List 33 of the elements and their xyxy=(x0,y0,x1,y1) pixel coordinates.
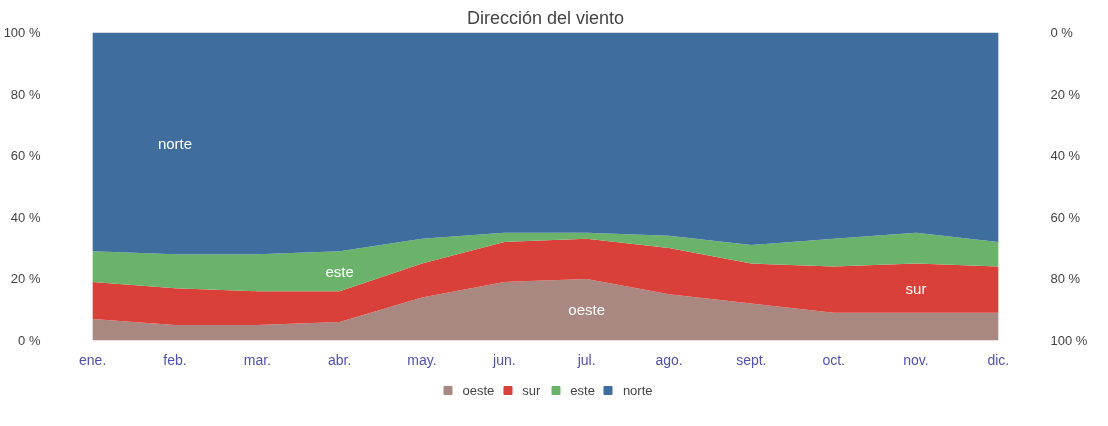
x-tick-label: oct. xyxy=(822,351,845,368)
text: este xyxy=(325,262,354,280)
x-tick-label: jul. xyxy=(576,351,596,368)
text: oeste xyxy=(568,301,606,319)
x-tick-label: may. xyxy=(407,351,437,368)
x-tick-label: jun. xyxy=(492,351,516,368)
x-tick-label: sept. xyxy=(736,351,767,368)
x-tick-label: ago. xyxy=(655,351,683,368)
y-tick-label: 40 % xyxy=(10,209,41,225)
y2-tick-label: 40 % xyxy=(1050,148,1081,164)
x-tick-label: dic. xyxy=(987,351,1010,368)
text: norte xyxy=(157,134,193,152)
legend-label: oeste xyxy=(462,382,495,398)
legend-label: sur xyxy=(522,382,542,398)
y-tick-label: 80 % xyxy=(10,86,41,102)
x-tick-label: mar. xyxy=(243,351,271,368)
y2-tick-label: 80 % xyxy=(1050,271,1081,287)
x-tick-label: ene. xyxy=(79,351,107,368)
chart-title: Dirección del viento xyxy=(466,7,625,28)
x-tick-label: abr. xyxy=(327,351,352,368)
y2-tick-label: 100 % xyxy=(1050,333,1088,348)
y-tick-label: 0 % xyxy=(18,333,41,348)
x-tick-label: nov. xyxy=(903,351,929,368)
legend-label: este xyxy=(570,382,595,398)
text: sur xyxy=(905,279,927,297)
legend-label: norte xyxy=(622,382,653,398)
y2-tick-label: 20 % xyxy=(1050,86,1081,102)
y2-tick-label: 60 % xyxy=(1050,209,1081,225)
y-tick-label: 100 % xyxy=(3,25,41,40)
y-tick-label: 60 % xyxy=(10,148,41,164)
x-tick-label: feb. xyxy=(163,351,187,368)
y-tick-label: 20 % xyxy=(10,271,41,287)
y2-tick-label: 0 % xyxy=(1050,25,1074,40)
